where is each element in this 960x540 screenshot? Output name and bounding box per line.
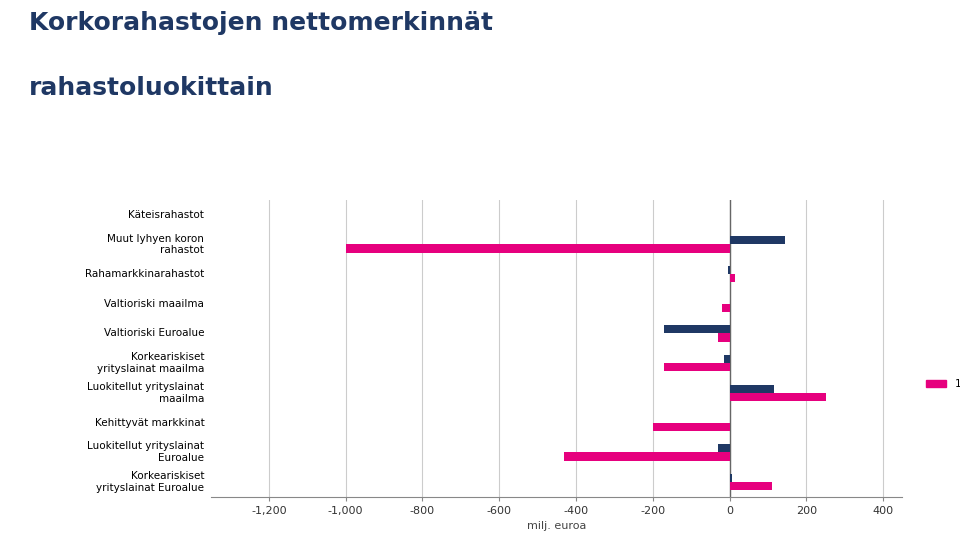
Bar <box>728 266 730 274</box>
Bar <box>664 363 730 372</box>
Bar <box>718 333 730 342</box>
Bar <box>664 325 730 333</box>
Bar <box>718 444 730 453</box>
Bar <box>730 393 826 401</box>
Bar <box>722 303 730 312</box>
Bar <box>724 355 730 363</box>
X-axis label: milj. euroa: milj. euroa <box>527 522 587 531</box>
Bar <box>653 422 730 431</box>
Text: Korkorahastojen nettomerkinnät: Korkorahastojen nettomerkinnät <box>29 11 492 35</box>
Bar <box>730 482 772 490</box>
Bar <box>346 244 730 253</box>
Bar <box>730 474 732 482</box>
Bar <box>564 453 730 461</box>
Legend: 12 kuukautta: 12 kuukautta <box>922 375 960 393</box>
Bar <box>730 236 785 244</box>
Bar <box>730 384 774 393</box>
Text: rahastoluokittain: rahastoluokittain <box>29 76 274 99</box>
Bar <box>730 274 735 282</box>
